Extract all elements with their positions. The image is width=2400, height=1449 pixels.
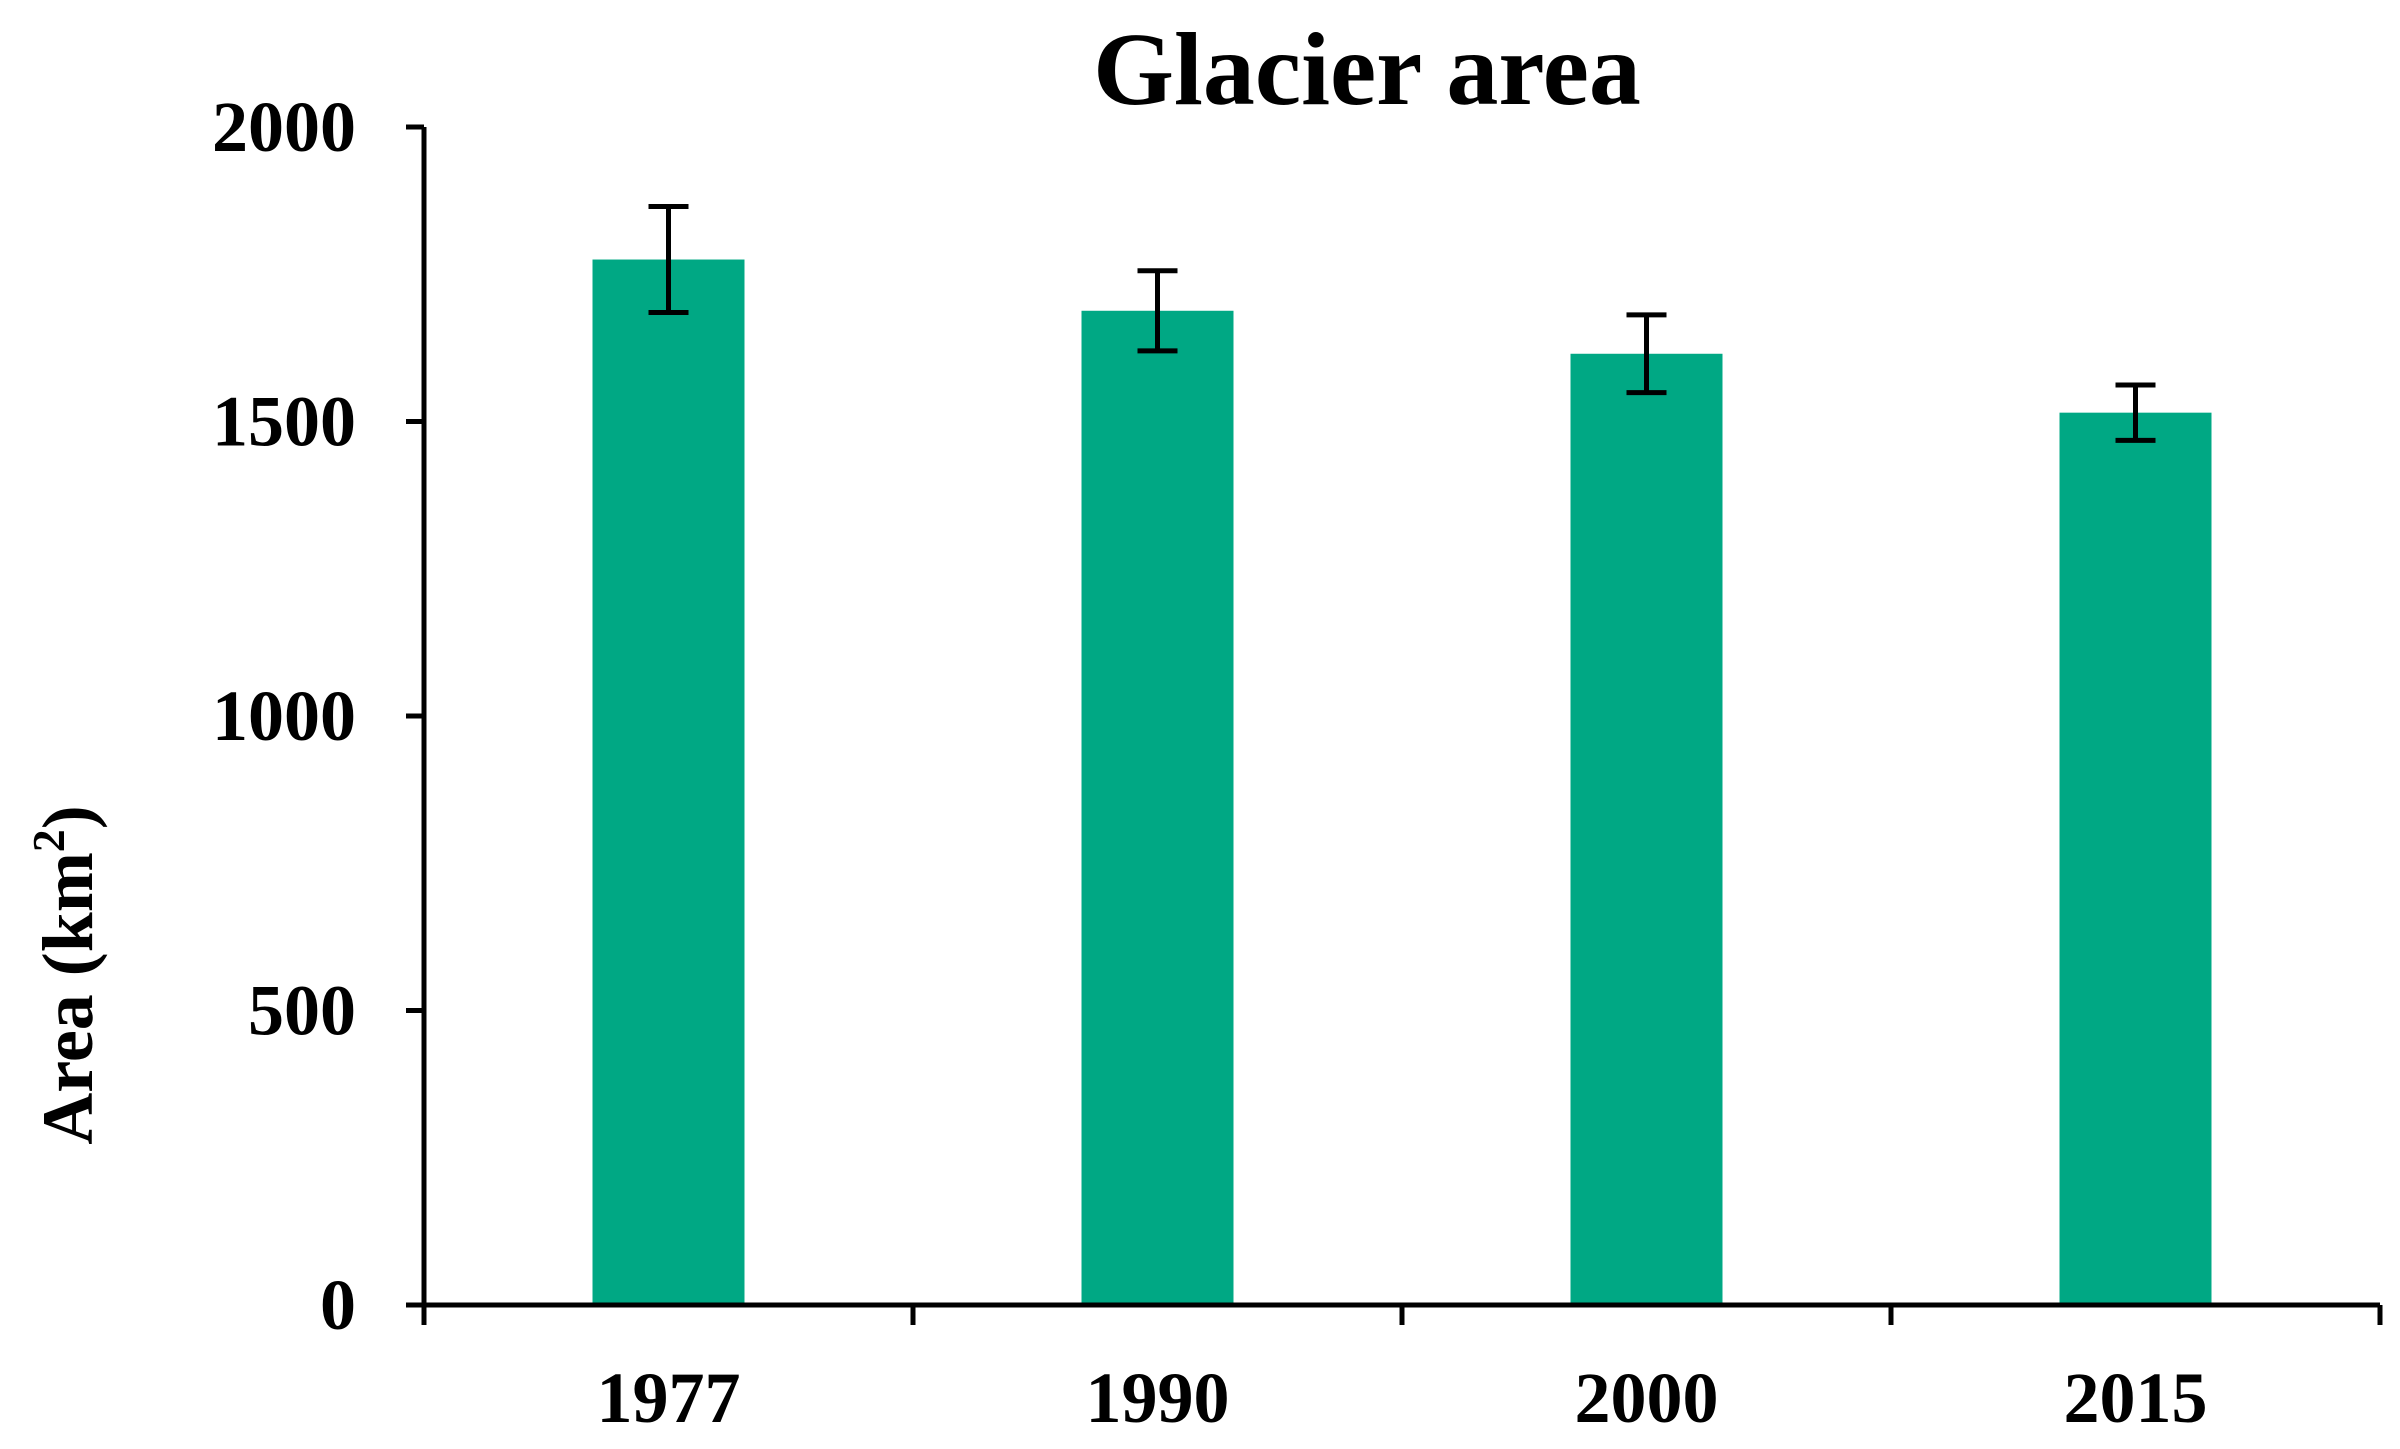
error-bars-group (648, 204, 2156, 443)
y-ticks-group: 0 500 1000 1500 2000 (212, 87, 424, 1345)
bar-1977 (592, 259, 745, 1305)
y-tick-label-500: 500 (248, 971, 356, 1051)
y-tick-label-1000: 1000 (212, 676, 356, 756)
y-axis-title-superscript: 2 (23, 829, 74, 852)
x-tick-label-2015: 2015 (2064, 1358, 2208, 1438)
bar-1990 (1081, 310, 1234, 1305)
y-axis-title-suffix: ) (28, 805, 108, 829)
x-tick-label-2000: 2000 (1575, 1358, 1719, 1438)
y-axis-title: Area (km2) (23, 805, 108, 1145)
y-axis-title-main: Area (km (28, 852, 108, 1145)
chart-title: Glacier area (1093, 12, 1641, 127)
y-tick-label-1500: 1500 (212, 382, 356, 462)
bar-2000 (1570, 353, 1723, 1305)
bar-2015 (2059, 412, 2212, 1305)
bars-group (592, 259, 2212, 1305)
y-tick-label-0: 0 (320, 1265, 356, 1345)
x-tick-label-1990: 1990 (1086, 1358, 1230, 1438)
y-tick-label-2000: 2000 (212, 87, 356, 167)
x-ticks-group: 1977 1990 2000 2015 (597, 1358, 2208, 1438)
x-tick-label-1977: 1977 (597, 1358, 741, 1438)
